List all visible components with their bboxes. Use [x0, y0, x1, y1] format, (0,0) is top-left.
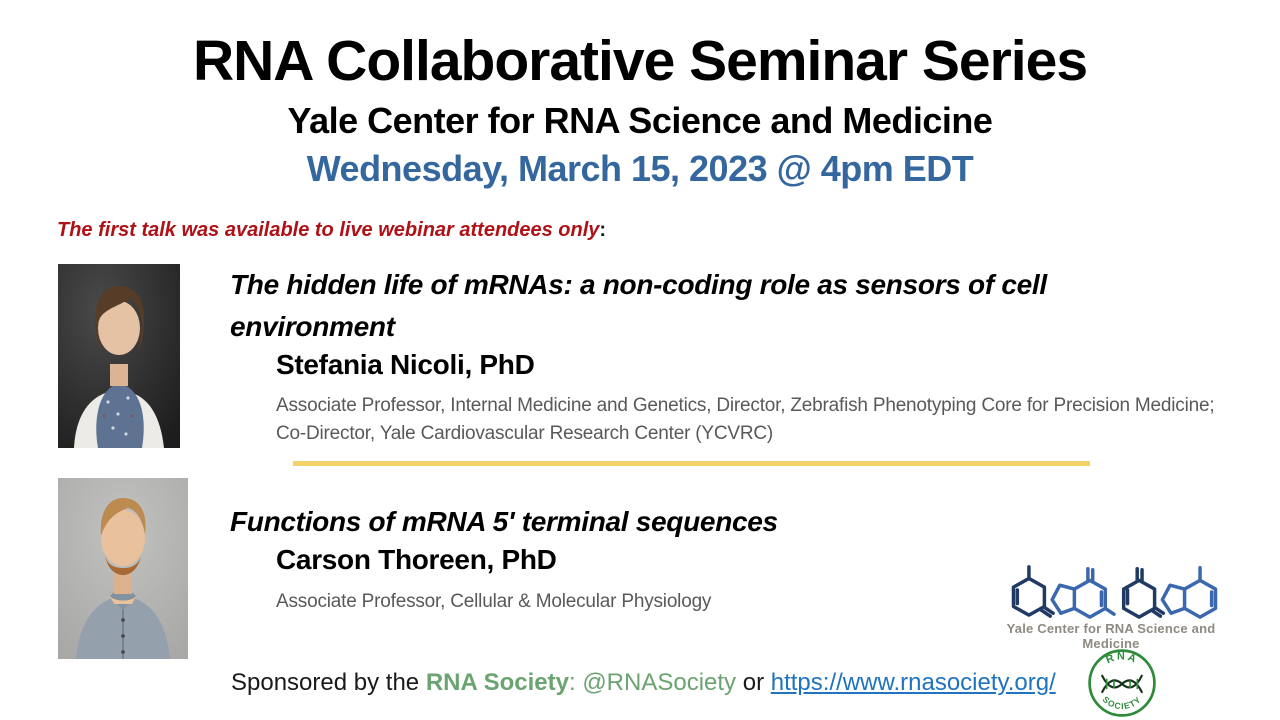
sponsor-line: Sponsored by the RNA Society: @RNASociet…: [231, 669, 1056, 697]
talk-1-title-line-2: environment: [230, 311, 395, 342]
page-title: RNA Collaborative Seminar Series: [192, 29, 1088, 93]
webinar-notice: The first talk was available to live web…: [57, 219, 606, 242]
svg-text:SOCIETY: SOCIETY: [1101, 694, 1144, 711]
talk-2-speaker: Carson Thoreen, PhD: [276, 544, 557, 575]
talk-2-title-line-1: Functions of mRNA 5' terminal sequences: [230, 506, 778, 537]
portrait-carson-thoreen: [58, 478, 188, 659]
sponsor-society-name: RNA Society: [425, 669, 569, 696]
rna-society-logo-bottom-text: SOCIETY: [1101, 694, 1143, 711]
date-time: Wednesday, March 15, 2023 @ 4pm EDT: [306, 148, 974, 189]
talk-1-title: The hidden life of mRNAs: a non-coding r…: [230, 264, 1240, 348]
portrait-stefania-nicoli: [58, 264, 180, 448]
dna-helix-icon: [1101, 674, 1143, 694]
yale-logo-caption: Yale Center for RNA Science and Medicine: [1006, 621, 1216, 651]
talk-2-affiliation: Associate Professor, Cellular & Molecula…: [276, 591, 712, 612]
rna-society-link[interactable]: https://www.rnasociety.org/: [770, 669, 1056, 696]
subtitle: Yale Center for RNA Science and Medicine: [287, 100, 993, 141]
webinar-notice-colon: :: [599, 219, 607, 241]
talk-1-title-line-1: The hidden life of mRNAs: a non-coding r…: [230, 269, 1047, 300]
sponsor-handle: @RNASociety: [582, 669, 737, 696]
yellow-divider: [293, 461, 1090, 466]
talk-2-title: Functions of mRNA 5' terminal sequences: [230, 501, 1240, 543]
sponsor-prefix: Sponsored by the: [231, 669, 426, 696]
webinar-notice-text: The first talk was available to live web…: [57, 219, 600, 241]
talk-1-speaker: Stefania Nicoli, PhD: [276, 349, 535, 380]
yale-rna-center-logo: [1011, 565, 1218, 619]
talk-1-affiliation: Associate Professor, Internal Medicine a…: [276, 395, 1215, 444]
rna-society-logo: RNA SOCIETY: [1088, 649, 1156, 717]
sponsor-or: or: [736, 669, 771, 696]
sponsor-separator: :: [568, 669, 583, 696]
